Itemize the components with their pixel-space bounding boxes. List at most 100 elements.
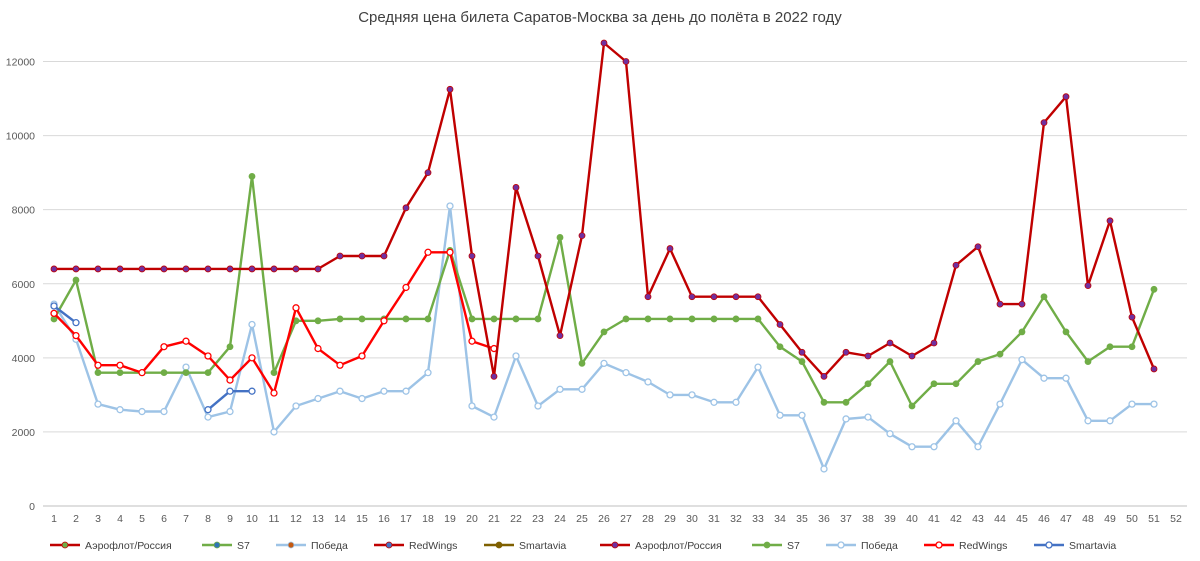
data-point [204,413,212,421]
x-tick-label: 8 [205,513,211,525]
data-point [688,391,696,399]
data-point [358,352,366,360]
data-point [908,443,916,451]
legend-label: S7 [787,540,800,552]
data-point [930,339,938,347]
data-point [1106,417,1114,425]
data-point [1106,343,1114,351]
data-point [820,465,828,473]
data-point [974,358,982,365]
data-point [1128,343,1136,351]
data-point [270,369,278,377]
y-tick-label: 12000 [6,57,35,69]
data-point [490,315,498,323]
x-tick-label: 51 [1148,513,1160,525]
data-point [930,443,938,451]
data-point [710,398,718,406]
data-point [116,265,124,273]
y-tick-label: 8000 [12,205,36,217]
x-tick-label: 7 [183,513,189,525]
x-tick-label: 1 [51,513,57,525]
data-point [952,261,960,269]
data-point [842,348,850,356]
x-tick-label: 29 [664,513,676,525]
data-point [336,252,344,260]
data-point [732,293,740,301]
x-tick-label: 10 [246,513,258,525]
data-point [1084,358,1092,365]
legend-label: Победа [861,540,898,552]
x-tick-label: 32 [730,513,742,525]
x-tick-label: 4 [117,513,123,525]
data-point [864,413,872,421]
data-point [292,265,300,273]
data-point [292,304,300,312]
data-point [864,380,872,388]
data-point [204,406,212,414]
legend-swatch-marker [61,541,69,549]
data-point [94,400,102,408]
data-point [710,315,718,323]
data-point [380,317,388,325]
data-point [1128,313,1136,321]
data-point [336,361,344,369]
data-point [754,293,762,301]
data-point [160,265,168,273]
data-point [424,369,432,377]
x-tick-label: 52 [1170,513,1182,525]
data-point [402,283,410,292]
data-point [534,402,542,410]
data-point [116,406,124,414]
data-point [358,394,366,403]
data-point [578,232,586,240]
data-point [248,387,256,395]
legend-swatch-marker [611,541,619,549]
series-4 [50,302,256,414]
data-point [160,407,168,416]
data-point [116,361,124,369]
data-point [336,387,344,395]
data-point [776,411,784,419]
data-point [600,359,608,368]
data-point [182,369,190,377]
data-point [446,248,454,256]
data-point [1018,300,1026,308]
legend-swatch-marker [495,541,503,549]
data-point [1128,400,1136,408]
data-point [402,387,410,395]
series-line [53,305,77,324]
data-point [402,315,410,323]
data-point [534,315,542,323]
x-tick-label: 17 [400,513,412,525]
data-point [754,363,762,371]
data-point [908,352,916,360]
data-point [468,315,476,323]
data-point [1040,374,1048,382]
data-point [666,245,674,252]
legend-swatch-marker [763,541,771,549]
legend-entry: Аэрофлот/Россия [50,540,172,552]
x-tick-label: 40 [906,513,918,525]
data-point [226,265,234,273]
x-tick-label: 33 [752,513,764,525]
x-tick-label: 50 [1126,513,1138,525]
data-point [182,265,190,273]
legend-swatch-marker [1045,541,1053,549]
series-2 [50,248,498,397]
x-tick-label: 27 [620,513,632,525]
x-tick-label: 34 [774,513,786,525]
x-tick-label: 11 [269,513,280,525]
y-tick-label: 4000 [12,353,36,365]
series-1 [50,172,1158,410]
x-tick-label: 43 [972,513,984,525]
data-point [72,265,80,273]
data-point [732,315,740,323]
x-tick-label: 42 [950,513,962,525]
legend-entry: Smartavia [1034,540,1116,552]
data-point [732,398,740,406]
legend-entry: RedWings [924,540,1007,552]
data-point [842,398,850,406]
x-tick-label: 36 [818,513,830,525]
legend-swatch-marker [385,541,393,549]
